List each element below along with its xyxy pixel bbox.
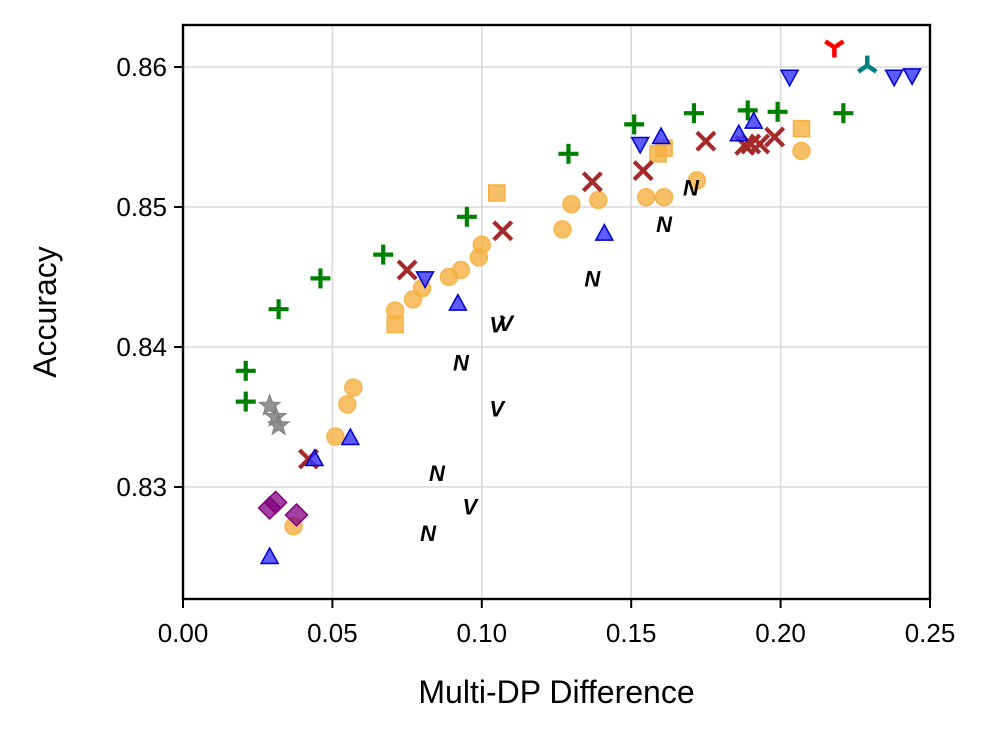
x-axis-label: Multi-DP Difference <box>418 674 694 710</box>
star-marker <box>257 393 282 416</box>
triangle-up-marker <box>594 223 615 241</box>
x-tick-label: 0.20 <box>755 618 806 648</box>
circle-marker <box>326 427 345 446</box>
triangle-down-marker <box>902 68 922 86</box>
square-marker <box>487 184 506 202</box>
y-axis-label: Accuracy <box>27 246 63 378</box>
plus-marker <box>235 360 256 381</box>
circle-marker <box>553 220 572 239</box>
glyph-marker-v: V <box>489 313 506 338</box>
triangle-down-marker <box>884 69 904 88</box>
plus-marker <box>558 143 579 164</box>
axis-ticks: 0.00 0.05 0.10 0.15 0.20 0.25 0.83 0.84 0.85 0.86 <box>116 52 955 648</box>
triangle-up-marker <box>448 293 468 311</box>
x-marker <box>749 133 771 155</box>
glyph-marker-n: N <box>584 266 601 291</box>
y-tick-label: 0.85 <box>116 192 167 222</box>
star-marker <box>266 412 291 436</box>
triangle-up-marker <box>651 126 671 145</box>
diamond-marker <box>284 502 309 528</box>
circle-marker <box>654 187 674 207</box>
circle-marker <box>344 378 363 397</box>
y-tick-label: 0.83 <box>116 472 167 502</box>
triangle-down-marker <box>415 271 435 289</box>
x-marker <box>581 171 603 193</box>
glyph-marker-v: V <box>498 311 515 336</box>
x-tick-label: 0.15 <box>606 618 657 648</box>
triangle-up-marker <box>743 111 764 129</box>
circle-marker <box>687 171 707 190</box>
triangle-up-marker <box>304 448 325 467</box>
glyph-marker-v: V <box>489 397 506 422</box>
glyph-marker-n: N <box>683 175 700 200</box>
x-tick-label: 0.00 <box>158 618 209 648</box>
circle-marker <box>338 395 357 414</box>
plus-marker <box>624 114 645 135</box>
triangle-down-marker <box>779 69 800 88</box>
y-tick-label: 0.86 <box>116 52 167 82</box>
plus-marker <box>737 100 758 121</box>
glyph-marker-v: V <box>463 495 480 520</box>
triangle-up-marker <box>729 123 749 142</box>
x-tick-label: 0.10 <box>456 618 507 648</box>
x-marker <box>396 259 418 281</box>
plus-marker <box>833 103 854 124</box>
circle-marker <box>589 190 608 210</box>
y-tick-label: 0.84 <box>116 332 167 362</box>
circle-marker <box>472 235 492 255</box>
circle-marker <box>451 260 471 280</box>
plus-marker <box>268 299 289 320</box>
plot-frame <box>181 23 932 601</box>
circle-marker <box>792 141 811 161</box>
x-marker <box>632 160 654 182</box>
square-marker <box>386 315 404 334</box>
x-tick-label: 0.05 <box>307 618 358 648</box>
plus-marker <box>456 206 477 227</box>
plus-marker <box>683 103 704 124</box>
circle-marker <box>562 194 581 214</box>
square-marker <box>792 119 811 138</box>
plus-marker <box>373 244 394 265</box>
triangle-down-marker <box>630 136 650 155</box>
diamond-marker <box>263 490 288 515</box>
triangle-up-marker <box>340 427 361 446</box>
x-marker <box>764 126 786 148</box>
tri-down-marker <box>824 39 845 58</box>
x-tick-label: 0.25 <box>905 618 956 648</box>
glyph-marker-n: N <box>420 521 437 546</box>
x-marker <box>492 220 514 242</box>
glyph-marker-n: N <box>656 212 673 237</box>
tri-up-marker <box>857 55 878 74</box>
circle-marker <box>636 187 656 207</box>
plus-marker <box>310 268 331 289</box>
plus-marker <box>235 391 256 412</box>
plus-marker <box>767 101 788 122</box>
triangle-up-marker <box>259 546 280 565</box>
glyph-marker-n: N <box>453 350 470 375</box>
x-marker <box>695 130 717 152</box>
glyph-marker-n: N <box>429 461 446 486</box>
